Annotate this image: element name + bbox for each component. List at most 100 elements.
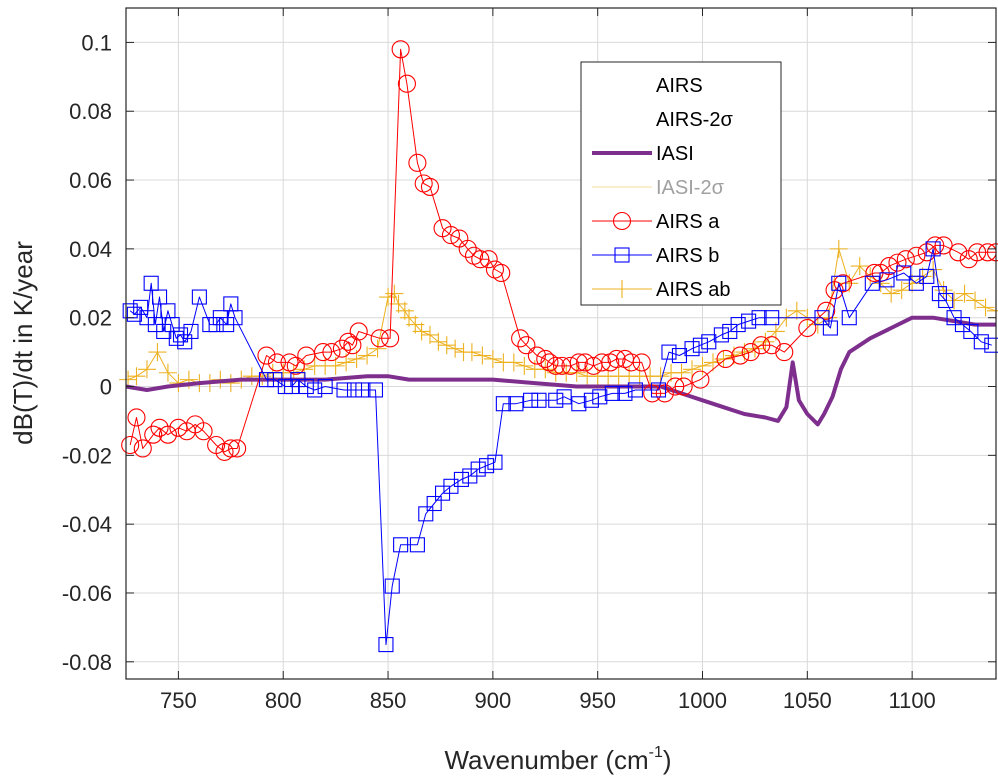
data-point-airs-a [194,422,213,441]
data-point-airs-ab [473,346,492,365]
data-point-airs-b [617,385,633,401]
y-tick-label: 0.06 [69,168,112,193]
legend-label: AIRS-2σ [656,109,733,131]
data-point-airs-b [531,392,547,408]
data-point-airs-a [228,439,247,458]
data-point-airs-b [592,389,608,405]
x-axis-title-main: Wavenumber (cm [444,745,648,775]
data-point-airs-ab [966,291,985,310]
data-point-airs-ab [429,332,448,351]
data-point-airs-b [751,310,767,326]
data-point-airs-a [934,236,953,255]
data-point-airs-ab [850,257,869,276]
data-point-airs-b [508,396,524,412]
data-point-airs-a [517,336,536,355]
x-axis-title-superscript: -1 [649,744,663,761]
data-point-airs-b [692,337,708,353]
y-tick-label: -0.08 [62,650,112,675]
legend-item-airs-ab: AIRS ab [592,279,730,301]
data-point-airs-b [177,334,193,350]
data-point-airs-a [381,329,400,348]
legend-item-airs: AIRS [656,75,703,97]
data-point-airs-b [661,344,677,360]
data-point-airs-a [949,243,968,262]
y-tick-label: 0 [100,375,112,400]
x-tick-label: 900 [475,688,512,713]
data-point-airs-ab [892,281,911,300]
data-point-airs-a [511,329,530,348]
data-point-airs-ab [703,353,722,372]
tick-marks [126,8,996,679]
data-point-airs-b [963,323,979,340]
data-point-airs-a [420,177,440,196]
grid [126,8,996,679]
data-point-airs-b [864,275,880,291]
data-point-airs-ab [437,336,456,355]
data-point-airs-ab [158,363,177,382]
data-point-airs-a [752,336,771,355]
data-point-airs-b [831,275,847,291]
data-point-airs-a [492,263,511,283]
data-point-airs-ab [221,374,240,393]
data-point-airs-b [523,392,539,408]
data-point-airs-a [632,353,651,372]
legend-label: AIRS [656,75,703,97]
series-airs-b [122,241,998,653]
data-point-airs-a [257,346,276,365]
data-point-airs-b [168,330,184,346]
y-tick-label: -0.06 [62,581,112,606]
y-tick-label: -0.02 [62,443,112,468]
legend-item-iasi-2-: IASI-2σ [592,177,725,199]
data-point-airs-a [370,329,389,348]
data-point-airs-ab [882,284,901,303]
data-point-airs-a [458,239,477,258]
data-point-airs-b [393,537,409,553]
data-point-airs-ab [368,339,387,358]
data-point-airs-ab [515,356,534,375]
data-point-airs-b [479,458,495,474]
data-point-airs-a [655,384,674,403]
series-line-airs-b [129,248,992,646]
data-point-airs-a [798,318,817,338]
data-point-airs-b [548,392,564,408]
data-point-airs-b [984,337,998,353]
data-point-airs-a [286,356,305,375]
data-point-airs-ab [446,339,465,358]
data-point-airs-a [536,349,555,369]
data-point-airs-a [349,322,368,341]
data-point-airs-b [346,382,363,398]
data-point-airs-ab [976,298,995,317]
data-point-airs-a [332,339,351,358]
data-point-airs-b [713,327,729,343]
data-point-airs-a [716,349,735,369]
data-point-airs-b [307,382,323,398]
legend-box [580,61,782,306]
data-point-airs-ab [385,284,404,303]
x-axis-title-close: ) [663,745,672,775]
data-point-airs-b [258,372,275,388]
x-tick-label: 950 [579,688,616,713]
data-point-airs-a [731,346,750,365]
plot-background [126,8,996,679]
data-point-airs-b [384,578,400,594]
legend-items: AIRS AIRS-2σ IASI IASI-2σ AIRS a AIRS b AIRS a… [592,75,733,301]
data-point-airs-b [355,382,371,398]
data-point-airs-b [378,637,394,653]
x-tick-label: 850 [370,688,407,713]
data-point-airs-a [833,274,853,293]
data-point-airs-ab [903,274,922,293]
data-point-airs-b [298,378,314,395]
x-tick-label: 1100 [888,688,935,713]
data-point-airs-a [643,384,662,403]
data-point-airs-a [221,439,240,458]
data-point-airs-b [841,310,857,326]
data-point-airs-ab [756,332,775,351]
data-point-airs-a [158,425,177,444]
data-point-airs-a [391,40,410,59]
data-point-airs-b [183,323,199,340]
data-point-airs-b [191,289,207,305]
data-point-airs-a [691,370,710,389]
legend-label: AIRS ab [656,279,730,301]
data-point-airs-a [561,356,580,375]
x-axis-title: Wavenumber (cm-1) [444,744,671,775]
